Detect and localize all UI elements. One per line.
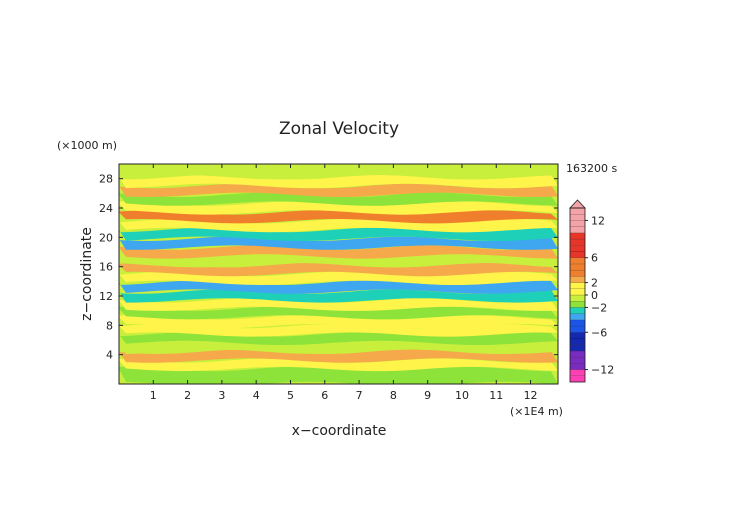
velocity-band (119, 236, 558, 250)
y-tick-label: 8 (106, 319, 113, 332)
x-tick-label: 8 (390, 389, 397, 402)
velocity-band (119, 298, 558, 311)
velocity-band (119, 366, 558, 384)
colorbar-swatch (569, 257, 586, 265)
velocity-band (119, 263, 558, 277)
colorbar-swatch (569, 325, 586, 333)
colorbar-swatch (569, 288, 586, 296)
colorbar-swatch (569, 294, 586, 302)
colorbar-tick-label: −2 (591, 301, 607, 314)
colorbar-swatch (569, 238, 586, 246)
velocity-band (119, 164, 558, 180)
colorbar-swatch (569, 369, 586, 376)
y-tick-label: 16 (99, 261, 113, 274)
colorbar-tick-label: −12 (591, 364, 614, 377)
y-axis: 4 8 12 16 20 24 28 (99, 173, 558, 362)
x-tick-label: 1 (150, 389, 157, 402)
x-tick-label: 2 (184, 389, 191, 402)
colorbar-swatch (569, 282, 586, 289)
colorbar-swatch (569, 313, 586, 321)
colorbar-tick-label: −6 (591, 326, 607, 339)
velocity-band (119, 201, 558, 215)
y-tick-label: 4 (106, 349, 113, 362)
x-tick-label: 4 (253, 389, 260, 402)
velocity-band (119, 340, 558, 354)
velocity-band (119, 306, 558, 320)
colorbar-swatch (569, 251, 586, 258)
y-scale-label: (×1000 m) (57, 139, 117, 152)
y-tick-label: 12 (99, 290, 113, 303)
colorbar-tick-label: 0 (591, 289, 598, 302)
plot-frame (118, 163, 559, 385)
velocity-band (119, 210, 558, 224)
x-axis-label: x−coordinate (292, 423, 387, 439)
x-tick-label: 3 (218, 389, 225, 402)
colorbar-swatch (569, 220, 586, 227)
colorbar-swatch (569, 232, 586, 240)
x-tick-label: 6 (321, 389, 328, 402)
colorbar-swatch (569, 276, 586, 283)
time-label: 163200 s (566, 162, 617, 175)
x-tick-label: 11 (489, 389, 503, 402)
colorbar-swatch (569, 263, 586, 271)
velocity-band (119, 358, 558, 372)
colorbar-swatch (569, 307, 586, 314)
colorbar-swatch (569, 375, 586, 383)
colorbar-tick-label: 12 (591, 214, 605, 227)
colorbar-swatch (569, 356, 586, 364)
velocity-band (119, 289, 558, 303)
colorbar-swatch (569, 319, 586, 327)
colorbar-swatch (569, 207, 586, 215)
velocity-band (119, 175, 558, 189)
x-tick-label: 10 (455, 389, 469, 402)
chart-title: Zonal Velocity (279, 119, 399, 139)
colorbar-swatch (569, 245, 586, 252)
colorbar-tick-label: 6 (591, 252, 598, 265)
x-tick-label: 7 (356, 389, 363, 402)
colorbar-swatch (569, 269, 586, 277)
x-tick-label: 5 (287, 389, 294, 402)
colorbar-tick-label: 2 (591, 277, 598, 290)
colorbar-swatch (569, 226, 586, 234)
y-tick-label: 20 (99, 231, 113, 244)
velocity-band (119, 245, 558, 259)
velocity-band (119, 192, 558, 206)
x-tick-label: 12 (524, 389, 538, 402)
velocity-band (119, 183, 558, 197)
colorbar-swatch (569, 363, 586, 370)
velocity-band (119, 271, 558, 285)
colorbar-swatch (569, 214, 586, 221)
y-axis-label: z−coordinate (79, 227, 95, 321)
y-tick-label: 24 (99, 202, 113, 215)
velocity-band (119, 227, 558, 241)
x-scale-label: (×1E4 m) (510, 405, 563, 418)
colorbar-swatch (569, 338, 586, 345)
colorbar: 12 6 20−2 −6 −12 (569, 199, 614, 383)
colorbar-swatch (569, 301, 586, 308)
velocity-band (119, 315, 558, 329)
colorbar-swatch (569, 350, 586, 358)
velocity-band (119, 349, 558, 363)
x-tick-label: 9 (424, 389, 431, 402)
y-tick-label: 28 (99, 173, 113, 186)
colorbar-over-arrow (569, 199, 586, 209)
colorbar-swatch (569, 344, 586, 352)
velocity-field (119, 164, 558, 384)
x-axis: 1 2 3 4 5 6 7 8 9 10 11 12 (150, 164, 538, 402)
colorbar-swatch (569, 332, 586, 339)
velocity-band (119, 254, 558, 268)
